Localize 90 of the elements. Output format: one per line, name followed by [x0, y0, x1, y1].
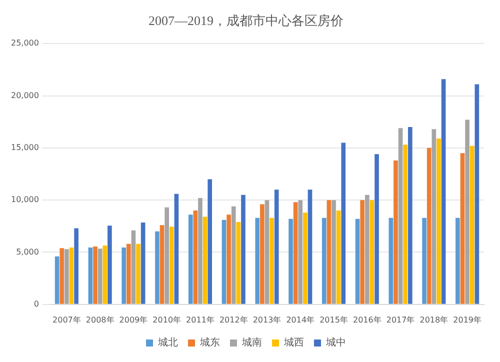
- x-tick-label: 2018年: [420, 315, 448, 324]
- bar: [155, 231, 160, 304]
- bar: [293, 202, 298, 304]
- x-tick-label: 2007年: [52, 315, 81, 324]
- bar: [136, 244, 140, 304]
- bar: [188, 214, 193, 304]
- y-tick-label: 15,000: [10, 143, 39, 152]
- bar: [341, 142, 346, 304]
- bar: [308, 190, 312, 304]
- legend-label: 城东: [199, 336, 220, 349]
- bar: [322, 218, 326, 304]
- y-tick-label: 20,000: [10, 90, 39, 100]
- bar: [332, 200, 336, 304]
- y-tick-label: 25,000: [10, 38, 39, 48]
- bar: [88, 248, 93, 304]
- bar: [60, 248, 64, 304]
- bar: [260, 204, 264, 304]
- bar: [236, 222, 241, 304]
- bar: [208, 179, 212, 304]
- x-tick-label: 2011年: [186, 315, 214, 324]
- bar: [102, 245, 108, 304]
- bar: [426, 148, 432, 304]
- y-tick-label: 5,000: [16, 247, 39, 256]
- bar: [64, 249, 69, 304]
- x-tick-label: 2019年: [453, 315, 482, 324]
- x-tick-label: 2015年: [320, 315, 348, 324]
- bar: [160, 225, 164, 304]
- bar: [370, 200, 374, 304]
- bar: [198, 198, 202, 304]
- bar: [364, 194, 370, 304]
- bar: [202, 216, 208, 304]
- bar: [336, 210, 341, 304]
- y-tick-label: 10,000: [10, 195, 39, 204]
- x-tick-label: 2013年: [252, 315, 282, 324]
- chart-title: 2007—2019，成都市中心各区房价: [148, 13, 344, 28]
- bar: [403, 144, 408, 304]
- bar: [131, 230, 136, 304]
- bar: [470, 146, 474, 304]
- bar: [264, 200, 270, 304]
- x-tick-label: 2016年: [352, 315, 382, 324]
- bar: [74, 228, 78, 304]
- x-tick-label: 2008年: [86, 315, 114, 324]
- bar: [274, 190, 279, 304]
- bar: [93, 246, 98, 304]
- legend-label: 城北: [157, 336, 178, 349]
- bar: [231, 206, 236, 304]
- bar: [422, 218, 426, 304]
- bar: [436, 138, 441, 304]
- legend-label: 城西: [283, 336, 304, 349]
- bar: [140, 222, 146, 304]
- x-tick-label: 2017年: [386, 315, 415, 324]
- bar: [98, 248, 102, 304]
- bar: [122, 248, 126, 304]
- bar: [222, 220, 226, 304]
- bar: [432, 129, 436, 304]
- bar: [394, 160, 398, 304]
- bar: [174, 194, 179, 304]
- legend-label: 城南: [241, 336, 262, 349]
- bar: [303, 212, 308, 304]
- bar: [388, 218, 394, 304]
- bar: [408, 127, 412, 304]
- bar: [169, 226, 174, 304]
- bar: [360, 200, 365, 304]
- bar: [398, 128, 403, 304]
- bar: [460, 153, 465, 304]
- bar: [441, 79, 446, 304]
- x-tick-label: 2014年: [286, 315, 315, 324]
- y-tick-label: 0: [34, 299, 39, 308]
- legend-label: 城中: [325, 336, 346, 349]
- bar: [126, 244, 131, 304]
- bar: [226, 214, 231, 304]
- bar: [288, 218, 293, 304]
- x-tick-label: 2010年: [152, 315, 182, 324]
- bar: [164, 207, 170, 304]
- bar: [255, 218, 260, 304]
- bar: [108, 226, 112, 304]
- bar: [298, 200, 303, 304]
- bar: [241, 194, 246, 304]
- bar: [193, 210, 198, 304]
- bar: [374, 154, 379, 304]
- bar: [54, 256, 60, 304]
- bar: [270, 218, 274, 304]
- bar: [456, 218, 460, 304]
- bar: [474, 84, 480, 304]
- bar: [326, 200, 332, 304]
- bar: [69, 248, 74, 304]
- bar: [465, 120, 470, 304]
- x-tick-label: 2009年: [119, 315, 148, 324]
- x-tick-label: 2012年: [219, 315, 248, 324]
- bar: [355, 218, 360, 304]
